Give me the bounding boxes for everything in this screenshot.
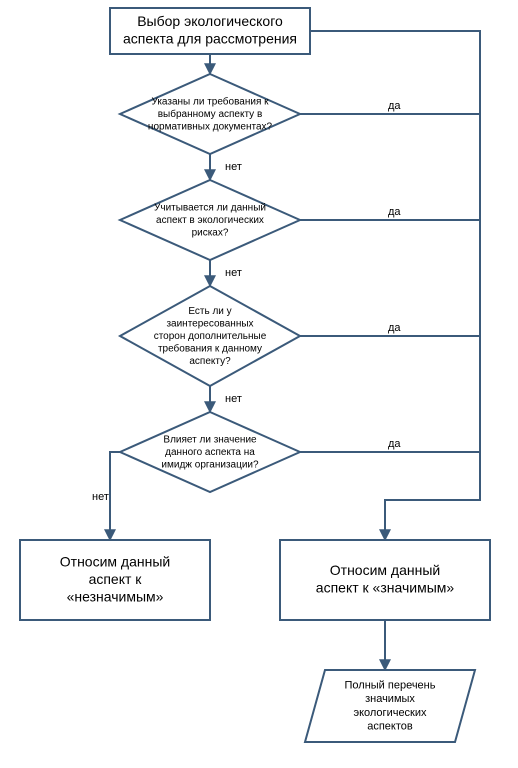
node-label-d1: Указаны ли требования квыбранному аспект… [148, 95, 273, 132]
edge-label: да [388, 206, 401, 218]
node-label-d4: Влияет ли значениеданного аспекта наимид… [161, 434, 259, 470]
node-label-sig: Относим данныйаспект к «значимым» [316, 562, 455, 596]
edge-label: да [388, 322, 401, 334]
node-label-start: Выбор экологическогоаспекта для рассмотр… [123, 13, 297, 47]
edge-label: нет [225, 267, 242, 279]
flowchart-canvas: нет нет нет нет да да да да Выбор экологического… [0, 0, 518, 768]
edge-label: нет [225, 393, 242, 405]
edge-d4-insig [110, 452, 120, 540]
edge-label: да [388, 100, 401, 112]
edge-label: нет [92, 491, 109, 503]
edge-label: да [388, 438, 401, 450]
edge-label: нет [225, 161, 242, 173]
